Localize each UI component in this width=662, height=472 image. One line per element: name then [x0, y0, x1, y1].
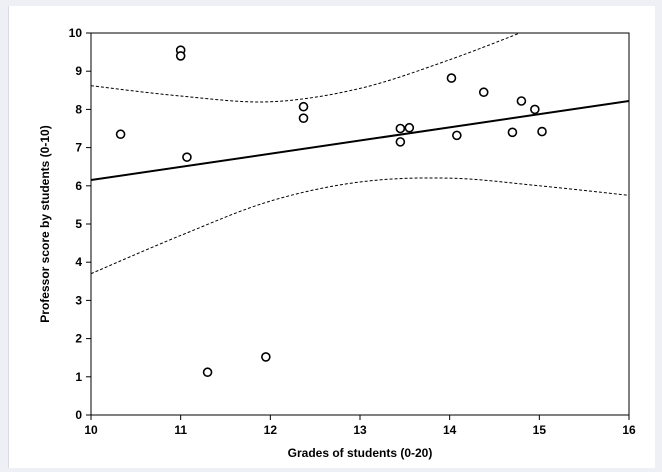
data-point: [446, 73, 457, 83]
plot-area: [90, 32, 630, 416]
data-point: [395, 123, 406, 134]
x-axis-ticks: 10 11 12 13 14 15 16: [84, 415, 636, 437]
y-tick-label: 6: [75, 179, 82, 193]
data-point: [298, 113, 309, 123]
data-point: [478, 87, 489, 98]
x-tick-label: 12: [264, 423, 278, 437]
data-point: [395, 137, 406, 147]
data-point: [261, 352, 271, 362]
data-point: [516, 96, 527, 106]
x-tick-label: 13: [353, 423, 367, 437]
y-tick-label: 1: [75, 370, 82, 384]
y-tick-label: 5: [75, 217, 82, 231]
regression-line: [91, 100, 629, 182]
chart-frame: 10 11 12 13 14 15 16 0 1 2 3 4 5 6 7 8 9 10 Grades of st…: [8, 6, 655, 468]
data-point: [530, 104, 540, 115]
y-tick-label: 9: [75, 64, 82, 78]
y-tick-label: 8: [75, 102, 82, 116]
y-tick-label: 3: [75, 293, 82, 307]
confidence-band-lower: [91, 177, 629, 275]
x-axis-title: Grades of students (0-20): [288, 446, 433, 460]
data-point: [175, 51, 186, 61]
fit-curves: [91, 33, 629, 275]
y-axis-title: Professor score by students (0-10): [38, 125, 52, 322]
y-axis-ticks: 0 1 2 3 4 5 6 7 8 9 10: [69, 26, 91, 422]
y-tick-label: 7: [75, 141, 82, 155]
x-tick-label: 15: [533, 423, 547, 437]
x-tick-label: 14: [443, 423, 457, 437]
y-tick-label: 0: [75, 408, 82, 422]
y-tick-label: 4: [75, 255, 82, 269]
y-tick-label: 2: [75, 332, 82, 346]
x-tick-label: 11: [174, 423, 187, 437]
y-tick-label: 10: [69, 26, 83, 40]
data-point: [298, 101, 309, 112]
x-tick-label: 16: [622, 423, 636, 437]
data-point: [507, 127, 518, 138]
data-point: [115, 129, 126, 140]
data-point: [404, 122, 415, 133]
x-tick-label: 10: [84, 423, 98, 437]
data-point: [202, 367, 213, 378]
data-point: [182, 152, 192, 162]
confidence-band-upper: [91, 33, 522, 103]
data-points: [115, 45, 547, 378]
data-point: [452, 130, 462, 141]
data-point: [537, 126, 547, 137]
